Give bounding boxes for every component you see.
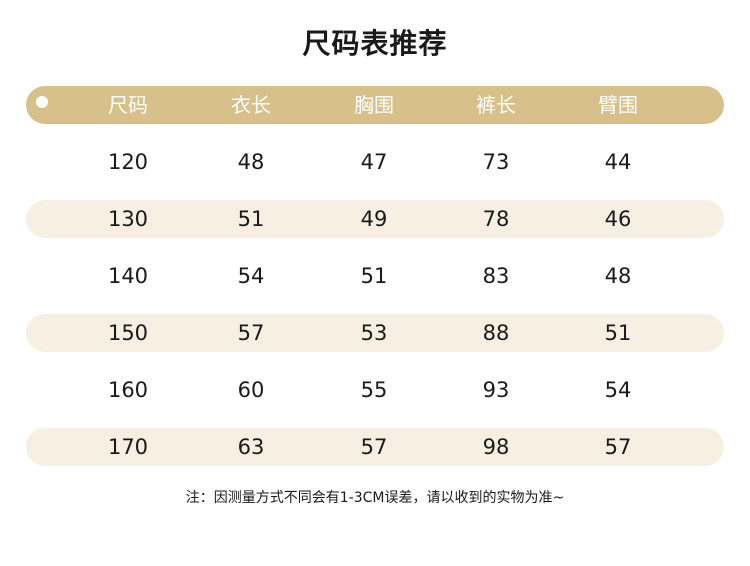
- table-header: [26, 86, 724, 124]
- table-cell: 160: [107, 378, 149, 402]
- table-cell: 49: [360, 207, 388, 231]
- table-cell: 57: [360, 435, 388, 459]
- table-cell: 130: [107, 207, 149, 231]
- table-cell: 48: [604, 264, 632, 288]
- table-cell: 57: [237, 321, 265, 345]
- table-cell: 93: [482, 378, 510, 402]
- table-cell: 54: [237, 264, 265, 288]
- table-cell: 53: [360, 321, 388, 345]
- table-cell: 120: [107, 150, 149, 174]
- table-cell: 98: [482, 435, 510, 459]
- table-cell: 63: [237, 435, 265, 459]
- table-cell: 51: [604, 321, 632, 345]
- footnote: 注：因测量方式不同会有1-3CM误差，请以收到的实物为准~: [185, 490, 565, 506]
- table-cell: 46: [604, 207, 632, 231]
- header-length: 衣长: [231, 93, 271, 117]
- table-cell: 140: [107, 264, 149, 288]
- row-stripe: [26, 314, 724, 352]
- table-cell: 55: [360, 378, 388, 402]
- row-stripe: [26, 200, 724, 238]
- header-chest: 胸围: [354, 93, 394, 117]
- header-dot-icon: [36, 96, 48, 108]
- table-cell: 60: [237, 378, 265, 402]
- table-cell: 78: [482, 207, 510, 231]
- table-cell: 83: [482, 264, 510, 288]
- header-size: 尺码: [108, 93, 148, 117]
- table-cell: 54: [604, 378, 632, 402]
- table-cell: 47: [360, 150, 388, 174]
- header-arm: 臂围: [598, 93, 638, 117]
- table-cell: 44: [604, 150, 632, 174]
- header-pants: 裤长: [476, 93, 516, 117]
- table-cell: 57: [604, 435, 632, 459]
- table-cell: 88: [482, 321, 510, 345]
- page-title: 尺码表推荐: [302, 27, 448, 60]
- row-stripe: [26, 428, 724, 466]
- table-cell: 73: [482, 150, 510, 174]
- table-cell: 48: [237, 150, 265, 174]
- table-cell: 51: [237, 207, 265, 231]
- table-cell: 170: [107, 435, 149, 459]
- table-cell: 150: [107, 321, 149, 345]
- table-cell: 51: [360, 264, 388, 288]
